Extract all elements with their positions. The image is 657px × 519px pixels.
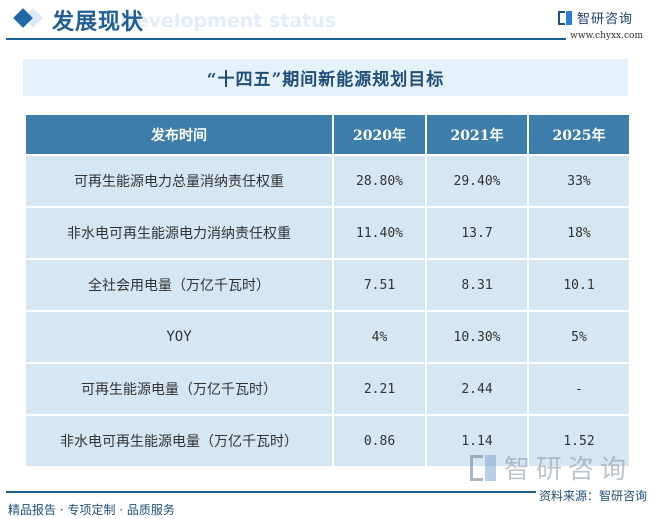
source-note: 资料来源：智研咨询	[538, 489, 647, 503]
watermark-logo: 智研咨询	[470, 449, 632, 486]
row-label: 非水电可再生能源电力消纳责任权重	[26, 208, 332, 258]
table-row: 非水电可再生能源电力消纳责任权重 11.40% 13.7 18%	[26, 208, 629, 258]
cell-2021: 2.44	[427, 364, 527, 414]
cell-2025: 33%	[529, 156, 629, 206]
row-label: YOY	[26, 312, 332, 362]
table-row: 可再生能源电量（万亿千瓦时） 2.21 2.44 -	[26, 364, 629, 414]
row-label: 可再生能源电力总量消纳责任权重	[26, 156, 332, 206]
cell-2025: 18%	[529, 208, 629, 258]
brand-name: 智研咨询	[576, 12, 633, 27]
table-title: “十四五”期间新能源规划目标	[206, 70, 445, 90]
column-header: 2020年	[334, 115, 425, 154]
row-label: 可再生能源电量（万亿千瓦时）	[26, 364, 332, 414]
cell-2020: 4%	[334, 312, 425, 362]
table-row: YOY 4% 10.30% 5%	[26, 312, 629, 362]
row-label: 非水电可再生能源电量（万亿千瓦时）	[26, 416, 332, 466]
header-divider	[6, 38, 566, 40]
energy-targets-table: 发布时间 2020年 2021年 2025年 可再生能源电力总量消纳责任权重 2…	[24, 113, 631, 468]
table-row: 可再生能源电力总量消纳责任权重 28.80% 29.40% 33%	[26, 156, 629, 206]
header-ghost-subtitle: Development status	[120, 10, 337, 32]
cell-2021: 13.7	[427, 208, 527, 258]
table-title-band: “十四五”期间新能源规划目标	[23, 59, 628, 96]
footer-tagline: 精品报告 · 专项定制 · 品质服务	[8, 503, 175, 517]
cell-2021: 10.30%	[427, 312, 527, 362]
column-header: 发布时间	[26, 115, 332, 154]
watermark-logo-icon	[470, 454, 496, 481]
cell-2020: 7.51	[334, 260, 425, 310]
brand-logo: 智研咨询	[557, 8, 633, 27]
cell-2021: 1.14	[427, 416, 527, 466]
column-header: 2025年	[529, 115, 629, 154]
table-row: 非水电可再生能源电量（万亿千瓦时） 0.86 1.14 1.52	[26, 416, 629, 466]
column-header: 2021年	[427, 115, 527, 154]
section-title: 发展现状	[52, 10, 145, 35]
cell-2021: 29.40%	[427, 156, 527, 206]
watermark-logo-text: 智研咨询	[504, 455, 633, 485]
brand-url: www.chyxx.com	[570, 31, 643, 41]
footer-divider	[6, 491, 536, 493]
row-label: 全社会用电量（万亿千瓦时）	[26, 260, 332, 310]
cell-2021: 8.31	[427, 260, 527, 310]
cell-2020: 2.21	[334, 364, 425, 414]
cell-2025: 10.1	[529, 260, 629, 310]
table-header-row: 发布时间 2020年 2021年 2025年	[26, 115, 629, 154]
cell-2025: 5%	[529, 312, 629, 362]
cell-2020: 0.86	[334, 416, 425, 466]
cell-2020: 28.80%	[334, 156, 425, 206]
brand-logo-icon	[557, 10, 572, 25]
cell-2020: 11.40%	[334, 208, 425, 258]
cell-2025: 1.52	[529, 416, 629, 466]
table-row: 全社会用电量（万亿千瓦时） 7.51 8.31 10.1	[26, 260, 629, 310]
cell-2025: -	[529, 364, 629, 414]
